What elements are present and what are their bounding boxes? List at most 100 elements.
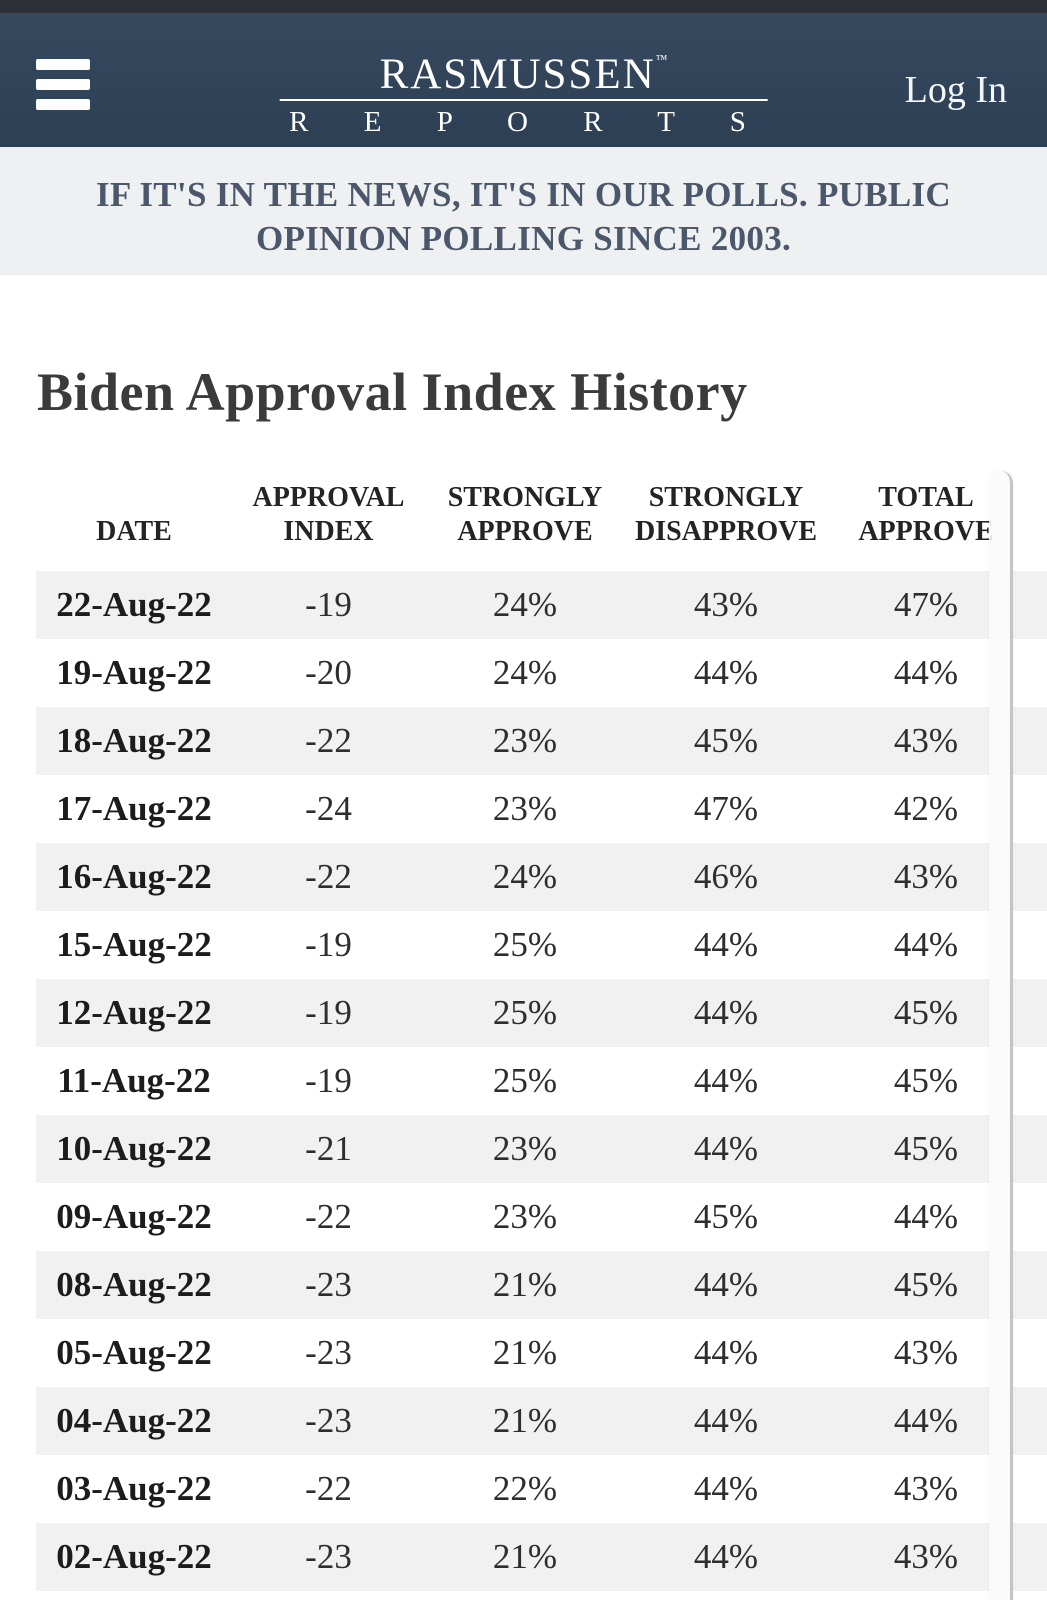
cell-total-approve: 45%: [893, 1061, 959, 1100]
cell-strongly-disapprove: 44%: [693, 925, 759, 964]
top-strip: [0, 0, 1047, 13]
cell-strongly-approve: 25%: [492, 1061, 558, 1100]
hamburger-icon-bar: [36, 79, 90, 90]
cell-strongly-disapprove: 44%: [693, 1333, 759, 1372]
hamburger-icon: [36, 59, 90, 70]
cell-total-approve: 44%: [893, 1401, 959, 1440]
cell-strongly-disapprove: 46%: [693, 857, 759, 896]
cell-date: 10-Aug-22: [56, 1129, 212, 1168]
table-row: 09-Aug-22 -22 23% 45% 44%: [36, 1183, 1047, 1251]
cell-strongly-approve: 24%: [492, 653, 558, 692]
login-link[interactable]: Log In: [904, 69, 1007, 111]
table-row: 18-Aug-22 -22 23% 45% 43%: [36, 707, 1047, 775]
cell-approval-index: -22: [305, 857, 352, 896]
table-row: 12-Aug-22 -19 25% 44% 45%: [36, 979, 1047, 1047]
logo-subtitle: R E P O R T S: [289, 106, 770, 138]
cell-strongly-disapprove: 44%: [693, 1401, 759, 1440]
table-row: 11-Aug-22 -19 25% 44% 45%: [36, 1047, 1047, 1115]
cell-strongly-disapprove: 44%: [693, 1129, 759, 1168]
cell-strongly-approve: 22%: [492, 1469, 558, 1508]
table-row: 10-Aug-22 -21 23% 44% 45%: [36, 1115, 1047, 1183]
cell-approval-index: -23: [305, 1537, 352, 1576]
column-header-total-approve: TOTAL APPROVE: [858, 482, 994, 547]
cell-approval-index: -22: [305, 721, 352, 760]
cell-approval-index: -22: [305, 1197, 352, 1236]
cell-strongly-disapprove: 45%: [693, 721, 759, 760]
cell-strongly-approve: 23%: [492, 789, 558, 828]
slogan-line-1: IF IT'S IN THE NEWS, IT'S IN OUR POLLS. …: [96, 175, 951, 214]
cell-approval-index: -23: [305, 1333, 352, 1372]
trademark-symbol: ™: [655, 52, 668, 66]
table-row: 17-Aug-22 -24 23% 47% 42%: [36, 775, 1047, 843]
table-row: 02-Aug-22 -23 21% 44% 43%: [36, 1523, 1047, 1591]
cell-total-approve: 47%: [893, 585, 959, 624]
column-header-date: DATE: [96, 516, 172, 547]
cell-date: 16-Aug-22: [56, 857, 212, 896]
vertical-scrollbar-thumb[interactable]: [989, 471, 1013, 1600]
cell-approval-index: -20: [305, 653, 352, 692]
cell-total-approve: 43%: [893, 721, 959, 760]
cell-approval-index: -23: [305, 1401, 352, 1440]
table-body: 22-Aug-22 -19 24% 43% 47% 19-Aug-22 -20 24% 44% 4…: [36, 571, 1047, 1591]
table-row: 05-Aug-22 -23 21% 44% 43%: [36, 1319, 1047, 1387]
cell-total-approve: 43%: [893, 1333, 959, 1372]
page-title: Biden Approval Index History: [37, 362, 748, 422]
table-row: 16-Aug-22 -22 24% 46% 43%: [36, 843, 1047, 911]
cell-strongly-approve: 24%: [492, 585, 558, 624]
cell-strongly-approve: 21%: [492, 1265, 558, 1304]
cell-date: 09-Aug-22: [56, 1197, 212, 1236]
cell-strongly-approve: 21%: [492, 1537, 558, 1576]
hamburger-icon-bar: [36, 99, 90, 110]
cell-date: 02-Aug-22: [56, 1537, 212, 1576]
logo[interactable]: RASMUSSEN™ R E P O R T S: [277, 53, 770, 137]
cell-approval-index: -23: [305, 1265, 352, 1304]
cell-total-approve: 43%: [893, 1537, 959, 1576]
cell-strongly-disapprove: 44%: [693, 1061, 759, 1100]
table-header: DATE APPROVAL INDEX STRONGLY APPROVE STR…: [36, 469, 1047, 571]
cell-approval-index: -22: [305, 1469, 352, 1508]
column-header-strongly-approve: STRONGLY APPROVE: [447, 482, 603, 547]
slogan-banner: IF IT'S IN THE NEWS, IT'S IN OUR POLLS. …: [0, 147, 1047, 275]
cell-date: 19-Aug-22: [56, 653, 212, 692]
cell-date: 04-Aug-22: [56, 1401, 212, 1440]
cell-date: 12-Aug-22: [56, 993, 212, 1032]
cell-strongly-approve: 25%: [492, 925, 558, 964]
cell-strongly-approve: 23%: [492, 721, 558, 760]
column-header-strongly-disapprove: STRONGLY DISAPPROVE: [634, 482, 817, 547]
table-row: 03-Aug-22 -22 22% 44% 43%: [36, 1455, 1047, 1523]
table-row: 15-Aug-22 -19 25% 44% 44%: [36, 911, 1047, 979]
cell-strongly-disapprove: 44%: [693, 653, 759, 692]
cell-strongly-disapprove: 47%: [693, 789, 759, 828]
cell-date: 22-Aug-22: [56, 585, 212, 624]
cell-strongly-disapprove: 43%: [693, 585, 759, 624]
column-header-approval-index: APPROVAL INDEX: [252, 482, 405, 547]
cell-strongly-approve: 21%: [492, 1333, 558, 1372]
table-row: 04-Aug-22 -23 21% 44% 44%: [36, 1387, 1047, 1455]
cell-strongly-approve: 21%: [492, 1401, 558, 1440]
cell-strongly-disapprove: 44%: [693, 993, 759, 1032]
approval-history-table: DATE APPROVAL INDEX STRONGLY APPROVE STR…: [36, 469, 1047, 1591]
menu-button[interactable]: [36, 59, 90, 110]
cell-total-approve: 44%: [893, 653, 959, 692]
cell-date: 03-Aug-22: [56, 1469, 212, 1508]
cell-date: 18-Aug-22: [56, 721, 212, 760]
table-row: 22-Aug-22 -19 24% 43% 47%: [36, 571, 1047, 639]
cell-strongly-approve: 25%: [492, 993, 558, 1032]
main-content: Biden Approval Index History DATE APPROV…: [0, 361, 1047, 1591]
cell-total-approve: 45%: [893, 993, 959, 1032]
cell-total-approve: 44%: [893, 925, 959, 964]
cell-total-approve: 43%: [893, 1469, 959, 1508]
cell-total-approve: 44%: [893, 1197, 959, 1236]
cell-strongly-disapprove: 44%: [693, 1265, 759, 1304]
cell-approval-index: -19: [305, 585, 352, 624]
cell-strongly-disapprove: 44%: [693, 1537, 759, 1576]
table-row: 08-Aug-22 -23 21% 44% 45%: [36, 1251, 1047, 1319]
cell-approval-index: -19: [305, 993, 352, 1032]
cell-approval-index: -24: [305, 789, 352, 828]
cell-date: 08-Aug-22: [56, 1265, 212, 1304]
cell-approval-index: -21: [305, 1129, 352, 1168]
cell-strongly-approve: 23%: [492, 1197, 558, 1236]
cell-date: 11-Aug-22: [57, 1061, 211, 1100]
logo-divider: [279, 99, 768, 101]
cell-date: 05-Aug-22: [56, 1333, 212, 1372]
